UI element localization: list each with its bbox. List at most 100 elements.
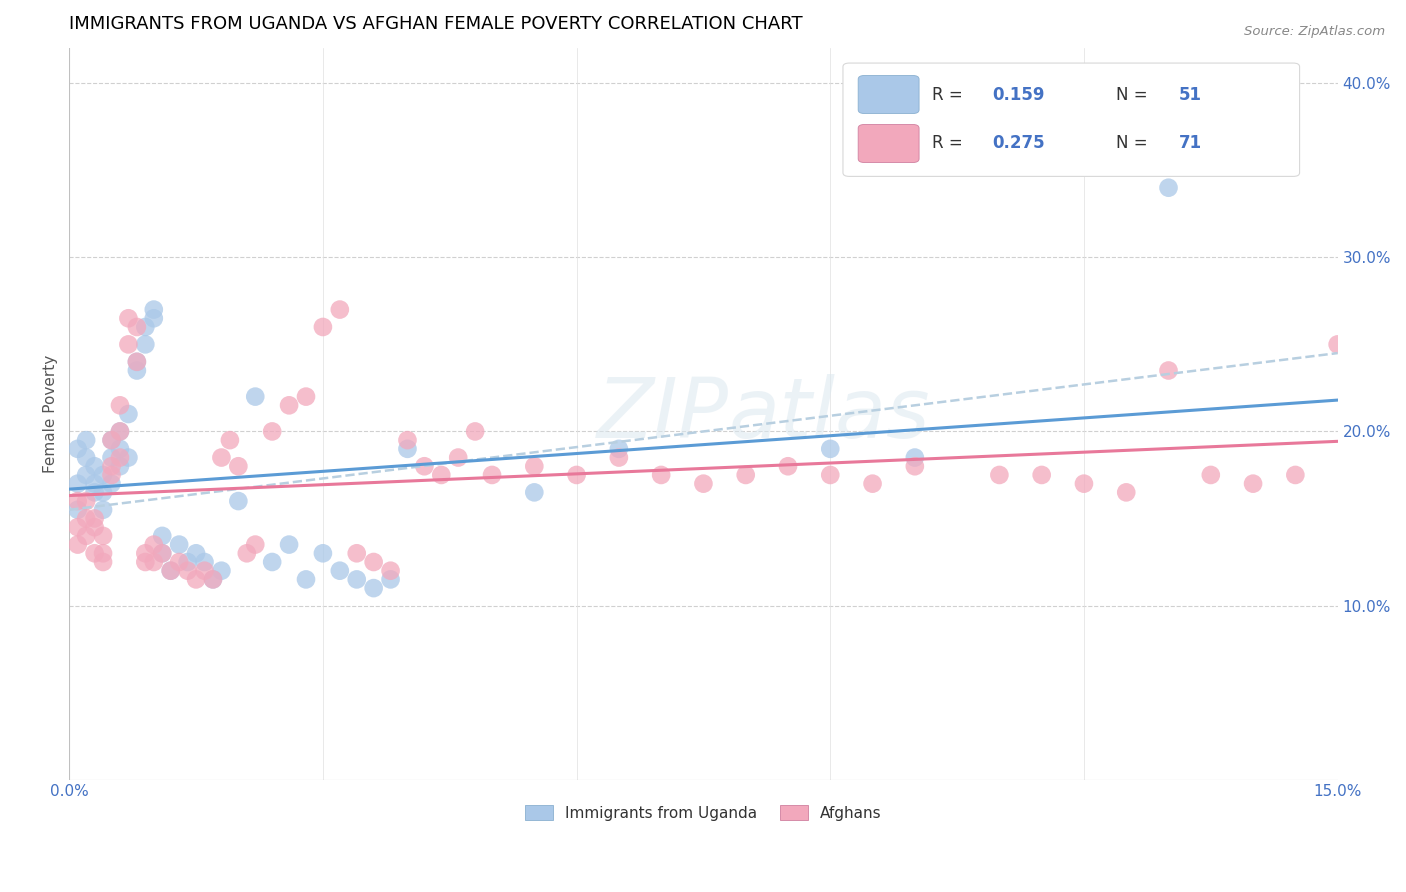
Point [329,564,352,578]
Point [329,302,352,317]
Text: IMMIGRANTS FROM UGANDA VS AFGHAN FEMALE POVERTY CORRELATION CHART: IMMIGRANTS FROM UGANDA VS AFGHAN FEMALE … [69,15,803,33]
Point [125,355,148,369]
Point [75,467,97,482]
Point [91,555,114,569]
Point [117,407,139,421]
Point [363,555,385,569]
Point [278,538,301,552]
Point [142,538,165,552]
Text: R =: R = [932,135,967,153]
Point [776,459,799,474]
Point [100,433,122,447]
Point [150,546,173,560]
Point [66,494,89,508]
Point [346,573,368,587]
Point [142,302,165,317]
Point [66,476,89,491]
Point [91,467,114,482]
Point [142,311,165,326]
Point [219,433,242,447]
Text: Source: ZipAtlas.com: Source: ZipAtlas.com [1244,25,1385,38]
Point [100,459,122,474]
Point [904,450,927,465]
Point [184,546,207,560]
Point [734,467,756,482]
Point [1157,363,1180,377]
Point [75,450,97,465]
Point [447,450,470,465]
Point [236,546,259,560]
Point [262,425,284,439]
Point [108,459,131,474]
Point [83,546,105,560]
Point [380,573,402,587]
Point [117,311,139,326]
Point [75,433,97,447]
Point [176,564,198,578]
Point [312,546,335,560]
Legend: Immigrants from Uganda, Afghans: Immigrants from Uganda, Afghans [519,798,887,827]
Text: N =: N = [1116,86,1153,103]
Text: R =: R = [932,86,967,103]
Point [91,502,114,516]
Point [430,467,453,482]
Point [380,564,402,578]
Point [167,555,190,569]
Point [108,450,131,465]
Y-axis label: Female Poverty: Female Poverty [44,355,58,473]
Point [83,476,105,491]
Point [228,494,250,508]
Text: ZIP: ZIP [596,374,728,455]
Point [134,337,156,351]
Point [201,573,224,587]
Point [904,459,927,474]
Point [363,581,385,595]
Point [209,564,232,578]
Point [159,564,181,578]
Point [108,425,131,439]
Point [565,467,588,482]
Point [117,450,139,465]
FancyBboxPatch shape [858,76,920,113]
Point [75,529,97,543]
Point [1241,476,1264,491]
Point [1326,337,1348,351]
Point [278,398,301,412]
Point [295,390,318,404]
Point [108,425,131,439]
Point [83,459,105,474]
Point [396,442,419,456]
Point [83,520,105,534]
Point [312,320,335,334]
Point [150,529,173,543]
Point [91,529,114,543]
Point [201,573,224,587]
Point [1115,485,1137,500]
Point [91,546,114,560]
FancyBboxPatch shape [844,63,1299,177]
Point [262,555,284,569]
Point [1157,180,1180,194]
Point [1073,476,1095,491]
Point [1199,467,1222,482]
Point [862,476,884,491]
Point [100,467,122,482]
Point [66,502,89,516]
Point [184,573,207,587]
Point [523,459,546,474]
FancyBboxPatch shape [858,125,920,162]
Point [83,511,105,525]
Point [134,320,156,334]
Point [134,555,156,569]
Point [100,476,122,491]
Point [228,459,250,474]
Point [295,573,318,587]
Text: 0.159: 0.159 [993,86,1045,103]
Point [75,511,97,525]
Point [108,442,131,456]
Point [150,546,173,560]
Point [692,476,714,491]
Text: 71: 71 [1180,135,1202,153]
Point [1031,467,1053,482]
Point [159,564,181,578]
